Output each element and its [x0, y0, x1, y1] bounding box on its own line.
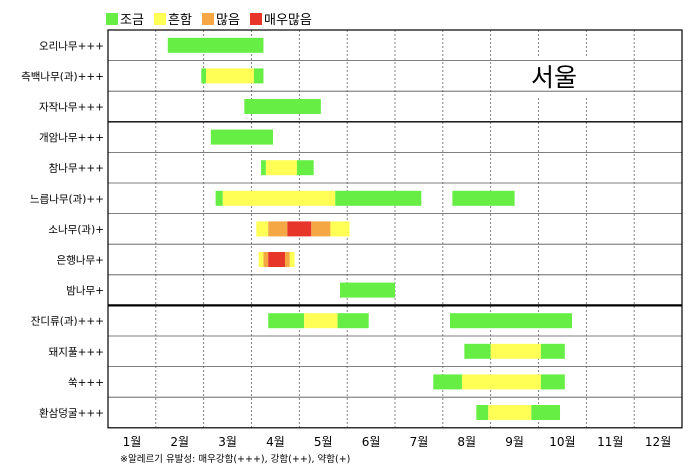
row-label: 느릅나무(과)++ [30, 193, 104, 205]
month-tick-label: 1월 [123, 435, 142, 449]
row-label: 자작나무+++ [39, 102, 104, 114]
chart-legend: 조금 흔함 많음 매우많음 [106, 13, 312, 28]
pollen-bar-low [261, 160, 266, 176]
row-label: 오리나무+++ [39, 40, 104, 52]
pollen-bar-high [284, 252, 290, 267]
pollen-bar-low [337, 313, 369, 329]
row-label: 개암나무+++ [39, 132, 104, 144]
pollen-bar-low [476, 405, 489, 420]
pollen-bar-mid [258, 252, 264, 267]
legend-swatch-high [202, 13, 214, 25]
pollen-bar-vhigh [268, 252, 285, 267]
pollen-bar-low [540, 343, 565, 359]
pollen-bar-mid [330, 221, 350, 237]
row-label: 소나무(과)+ [48, 224, 104, 236]
plot-area [107, 29, 683, 429]
pollen-bar-high [268, 221, 288, 237]
pollen-bar-low [296, 160, 314, 176]
row-label: 밤나무+ [66, 285, 104, 297]
pollen-bar-low [268, 313, 305, 329]
pollen-bar-low [339, 282, 395, 298]
pollen-bar-mid [289, 252, 295, 267]
pollen-bar-low [531, 405, 561, 420]
pollen-bar-high [263, 252, 269, 267]
pollen-bar-mid [222, 190, 336, 206]
city-label: 서울 [531, 63, 577, 92]
month-tick-label: 9월 [505, 435, 524, 449]
row-label: 은행나무+ [57, 255, 104, 267]
legend-swatch-mid [154, 13, 166, 25]
pollen-bar-mid [206, 68, 254, 84]
month-tick-label: 10월 [549, 435, 575, 449]
pollen-bar-low [452, 190, 515, 206]
pollen-bar-mid [490, 343, 541, 359]
month-tick-label: 3월 [218, 435, 237, 449]
pollen-bar-low [464, 343, 491, 359]
row-label: 환삼덩굴+++ [39, 408, 104, 420]
pollen-bar-low [244, 99, 321, 114]
pollen-bar-mid [304, 313, 338, 329]
plot-frame [107, 29, 683, 429]
pollen-bar-mid [256, 221, 269, 237]
pollen-bar-mid [488, 405, 532, 420]
pollen-bar-low [540, 374, 565, 390]
month-tick-label: 4월 [266, 435, 285, 449]
legend-label-vhigh: 매우많음 [264, 13, 312, 28]
row-labels: 오리나무+++ 측백나무(과)+++ 자작나무+++ 개암나무+++ 참나무+++ 느릅나… [21, 40, 104, 419]
pollen-bar-low [201, 68, 207, 84]
month-tick-label: 7월 [410, 435, 429, 449]
pollen-bar-low [335, 190, 422, 206]
legend-swatch-vhigh [250, 13, 262, 25]
pollen-bar-mid [461, 374, 541, 390]
pollen-bar-low [215, 190, 223, 206]
row-label: 돼지풀+++ [49, 346, 104, 358]
pollen-bar-high [311, 221, 331, 237]
month-tick-label: 2월 [170, 435, 189, 449]
legend-label-low: 조금 [120, 13, 144, 28]
row-label: 쑥+++ [68, 377, 104, 389]
pollen-bar-low [450, 313, 572, 329]
month-tick-label: 8월 [457, 435, 476, 449]
pollen-bar-low [253, 68, 264, 84]
pollen-bar-low [433, 374, 462, 390]
month-tick-label: 12월 [645, 435, 671, 449]
row-label: 잔디류(과)+++ [31, 316, 104, 328]
row-label: 측백나무(과)+++ [21, 71, 104, 83]
month-tick-label: 5월 [314, 435, 333, 449]
row-label: 참나무+++ [49, 163, 104, 175]
footnote: ※알레르기 유발성: 매우강함(+++), 강함(++), 약함(+) [120, 453, 350, 465]
pollen-bar-low [210, 129, 274, 145]
x-axis: 1월 2월 3월 4월 5월 6월 7월 8월 9월 10월 11월 12월 [123, 435, 672, 449]
city-label-background [520, 58, 610, 96]
month-tick-label: 11월 [597, 435, 623, 449]
pollen-bar-low [167, 37, 264, 53]
month-tick-label: 6월 [362, 435, 381, 449]
legend-label-mid: 흔함 [168, 13, 192, 28]
pollen-bar-mid [265, 160, 297, 176]
pollen-bar-vhigh [287, 221, 312, 237]
legend-swatch-low [106, 13, 118, 25]
legend-label-high: 많음 [216, 13, 240, 28]
